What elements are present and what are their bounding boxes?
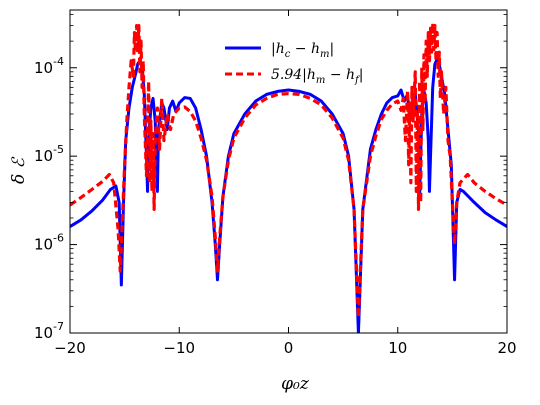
- series-line-1: [70, 57, 507, 333]
- legend: |hc − hm| 5.94|hm − hf|: [225, 41, 363, 86]
- y-tick-label: 10-7: [34, 320, 64, 342]
- legend-label-1: |hc − hm|: [271, 41, 334, 60]
- x-tick-label: 10: [388, 339, 407, 357]
- x-tick-label: 20: [497, 339, 516, 357]
- series-layer: [70, 21, 507, 333]
- y-tick-label: 10-6: [34, 232, 64, 254]
- x-axis-label: φ₀z: [281, 374, 310, 394]
- x-tick-label: −20: [54, 339, 86, 357]
- y-tick-label: 10-5: [34, 143, 64, 165]
- x-tick-label: 0: [284, 339, 294, 357]
- series-line-2: [70, 21, 507, 320]
- legend-label-2: 5.94|hm − hf|: [271, 67, 363, 86]
- y-axis-label: δ ℰ: [9, 156, 29, 184]
- x-tick-label: −10: [163, 339, 195, 357]
- ticks-layer: −20 −10 0 10 20 10-7 10-6 10-5 10-4: [34, 10, 517, 357]
- y-tick-label: 10-4: [34, 55, 64, 77]
